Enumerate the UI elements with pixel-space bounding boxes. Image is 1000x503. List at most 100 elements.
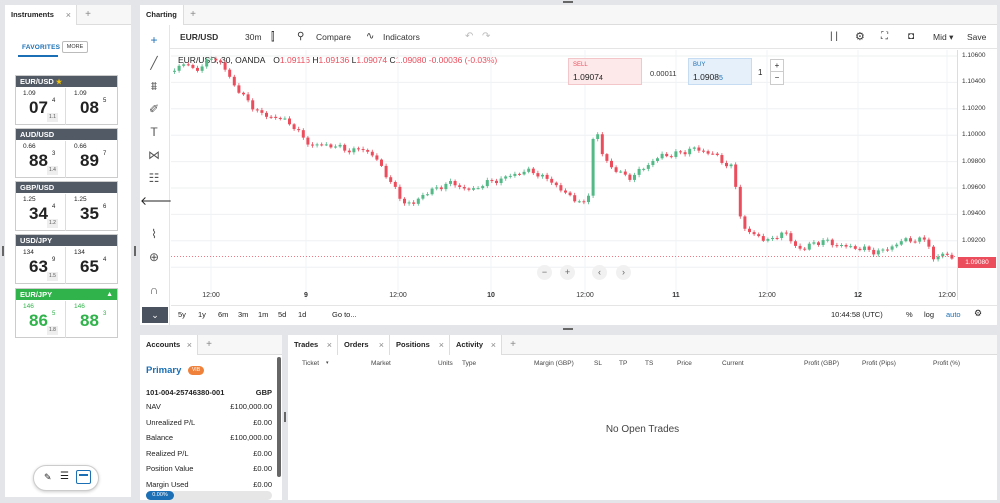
buy-quote[interactable]: 1.09 08 5 bbox=[67, 88, 117, 125]
pattern-icon[interactable]: ⋈ bbox=[148, 148, 160, 162]
column-header[interactable]: Market bbox=[371, 360, 391, 367]
trendline-icon[interactable]: ╱ bbox=[150, 56, 158, 70]
quote-tile[interactable]: EUR/JPY ▲ 146 86 5 1.8 146 88 3 bbox=[15, 288, 118, 338]
undo-icon[interactable]: ↶ bbox=[465, 31, 474, 42]
column-header[interactable]: Profit (%) bbox=[933, 360, 961, 367]
interval-select[interactable]: 30m bbox=[245, 32, 262, 42]
quantity-value[interactable]: 1 bbox=[758, 68, 763, 77]
range-6m[interactable]: 6m bbox=[218, 310, 229, 319]
candle-style-icon[interactable]: ⫿ bbox=[271, 31, 275, 43]
settings-icon[interactable]: ⚙ bbox=[855, 31, 865, 43]
sell-quote[interactable]: 146 86 5 1.8 bbox=[16, 301, 66, 338]
goto-button[interactable]: Go to... bbox=[332, 310, 357, 319]
close-icon[interactable]: × bbox=[65, 10, 71, 20]
column-header[interactable]: Type bbox=[462, 360, 477, 367]
scroll-left-button[interactable]: ‹ bbox=[592, 265, 607, 280]
range-1m[interactable]: 1m bbox=[258, 310, 269, 319]
favorites-tab[interactable]: FAVORITES bbox=[22, 44, 61, 51]
snapshot-icon[interactable]: ◘ bbox=[908, 31, 915, 42]
brush-icon[interactable]: ✐ bbox=[148, 102, 160, 116]
fullscreen-icon[interactable]: ⛶ bbox=[881, 31, 888, 42]
list-view-icon[interactable]: ☰ bbox=[60, 471, 69, 482]
zoom-in-button[interactable]: + bbox=[560, 265, 575, 280]
quote-tile[interactable]: AUD/USD 0.66 88 3 1.4 0.66 89 7 bbox=[15, 128, 118, 178]
decrease-icon[interactable]: − bbox=[774, 73, 780, 82]
column-header[interactable]: Profit (GBP) bbox=[804, 360, 840, 367]
accounts-scrollbar[interactable] bbox=[277, 357, 281, 477]
add-tab-icon[interactable]: + bbox=[206, 339, 212, 350]
quote-tile[interactable]: USD/JPY 134 63 9 1.5 134 65 4 bbox=[15, 234, 118, 284]
tab-trades[interactable]: Trades × bbox=[288, 335, 338, 355]
tab-charting[interactable]: Charting bbox=[140, 5, 184, 25]
buy-quote[interactable]: 1.25 35 6 bbox=[67, 194, 117, 231]
add-tab-icon[interactable]: + bbox=[190, 9, 196, 20]
indicators-icon[interactable]: ∿ bbox=[366, 31, 375, 42]
price-chart[interactable] bbox=[171, 50, 957, 300]
close-icon[interactable]: × bbox=[186, 340, 192, 350]
column-header[interactable]: SL bbox=[594, 360, 602, 367]
crosshair-icon[interactable]: + bbox=[150, 33, 158, 47]
panel-resize-handle-left[interactable] bbox=[134, 246, 136, 256]
range-5y[interactable]: 5y bbox=[178, 310, 186, 319]
range-1y[interactable]: 1y bbox=[198, 310, 206, 319]
arrow-left-icon[interactable]: 🡐 bbox=[140, 194, 173, 208]
axis-settings-icon[interactable]: ⚙ bbox=[974, 308, 983, 318]
edit-icon[interactable]: ✎ bbox=[44, 472, 52, 482]
sell-quote[interactable]: 1.09 07 4 1.1 bbox=[16, 88, 66, 125]
panel-resize-handle-right-of-left[interactable] bbox=[2, 246, 4, 256]
auto-toggle[interactable]: auto bbox=[946, 310, 961, 319]
buy-quote[interactable]: 0.66 89 7 bbox=[67, 141, 117, 178]
column-header[interactable]: Ticket bbox=[302, 360, 320, 367]
column-header[interactable]: TP bbox=[619, 360, 628, 367]
close-icon[interactable]: × bbox=[490, 340, 496, 350]
range-1d[interactable]: 1d bbox=[298, 310, 307, 319]
range-5d[interactable]: 5d bbox=[278, 310, 287, 319]
close-icon[interactable]: × bbox=[438, 340, 444, 350]
increase-icon[interactable]: + bbox=[771, 60, 783, 72]
ruler-icon[interactable]: ⌇ bbox=[151, 227, 157, 241]
time-axis[interactable]: 12:00 9 12:00 10 12:00 11 12:00 12 12:00 bbox=[171, 290, 957, 302]
column-header[interactable]: Current bbox=[722, 360, 744, 367]
fib-icon[interactable]: ⩩ bbox=[150, 79, 158, 93]
tab-positions[interactable]: Positions × bbox=[390, 335, 450, 355]
sell-quote[interactable]: 0.66 88 3 1.4 bbox=[16, 141, 66, 178]
tile-view-icon[interactable] bbox=[76, 470, 91, 484]
text-icon[interactable]: T bbox=[150, 125, 158, 139]
sell-quote[interactable]: 134 63 9 1.5 bbox=[16, 247, 66, 284]
scroll-right-button[interactable]: › bbox=[616, 265, 631, 280]
symbol-select[interactable]: EUR/USD bbox=[180, 32, 219, 42]
compare-button[interactable]: Compare bbox=[316, 32, 351, 42]
account-name[interactable]: Primary bbox=[146, 365, 182, 376]
magnet-icon[interactable]: ∩ bbox=[149, 283, 159, 297]
star-icon[interactable]: ★ bbox=[55, 79, 63, 86]
collapse-toolbar-button[interactable]: ⌄ bbox=[142, 307, 168, 323]
buy-quote[interactable]: 146 88 3 bbox=[67, 301, 117, 338]
more-button[interactable]: MORE bbox=[62, 41, 88, 53]
quote-tile[interactable]: GBP/USD 1.25 34 4 1.2 1.25 35 6 bbox=[15, 181, 118, 231]
tab-activity[interactable]: Activity × bbox=[450, 335, 502, 355]
range-3m[interactable]: 3m bbox=[238, 310, 249, 319]
buy-button[interactable]: BUY 1.09085 bbox=[688, 58, 752, 85]
sell-quote[interactable]: 1.25 34 4 1.2 bbox=[16, 194, 66, 231]
column-header[interactable]: Margin (GBP) bbox=[534, 360, 574, 367]
panel-resize-handle-bottom[interactable] bbox=[284, 412, 286, 422]
compare-icon[interactable]: ⚲ bbox=[297, 31, 305, 42]
column-header[interactable]: Units bbox=[438, 360, 453, 367]
top-resize-handle[interactable] bbox=[563, 1, 573, 3]
fullscreen-bar-icon[interactable]: | | bbox=[830, 31, 838, 42]
buy-quote[interactable]: 134 65 4 bbox=[67, 247, 117, 284]
zoom-out-button[interactable]: − bbox=[537, 265, 552, 280]
horizontal-resize-handle[interactable] bbox=[563, 328, 573, 330]
tab-instruments[interactable]: Instruments × bbox=[5, 5, 77, 25]
sell-button[interactable]: SELL 1.09074 bbox=[568, 58, 642, 85]
column-header[interactable]: TS bbox=[645, 360, 654, 367]
zoom-icon[interactable]: ⊕ bbox=[148, 250, 160, 264]
column-header[interactable]: Profit (Pips) bbox=[862, 360, 896, 367]
save-button[interactable]: Save bbox=[967, 32, 987, 42]
indicators-button[interactable]: Indicators bbox=[383, 32, 420, 42]
sort-icon[interactable]: ▾ bbox=[326, 360, 329, 366]
close-icon[interactable]: × bbox=[378, 340, 384, 350]
quote-tile[interactable]: EUR/USD ★ 1.09 07 4 1.1 1.09 08 5 bbox=[15, 75, 118, 125]
percent-toggle[interactable]: % bbox=[906, 310, 913, 319]
prediction-icon[interactable]: ☷ bbox=[148, 171, 160, 185]
